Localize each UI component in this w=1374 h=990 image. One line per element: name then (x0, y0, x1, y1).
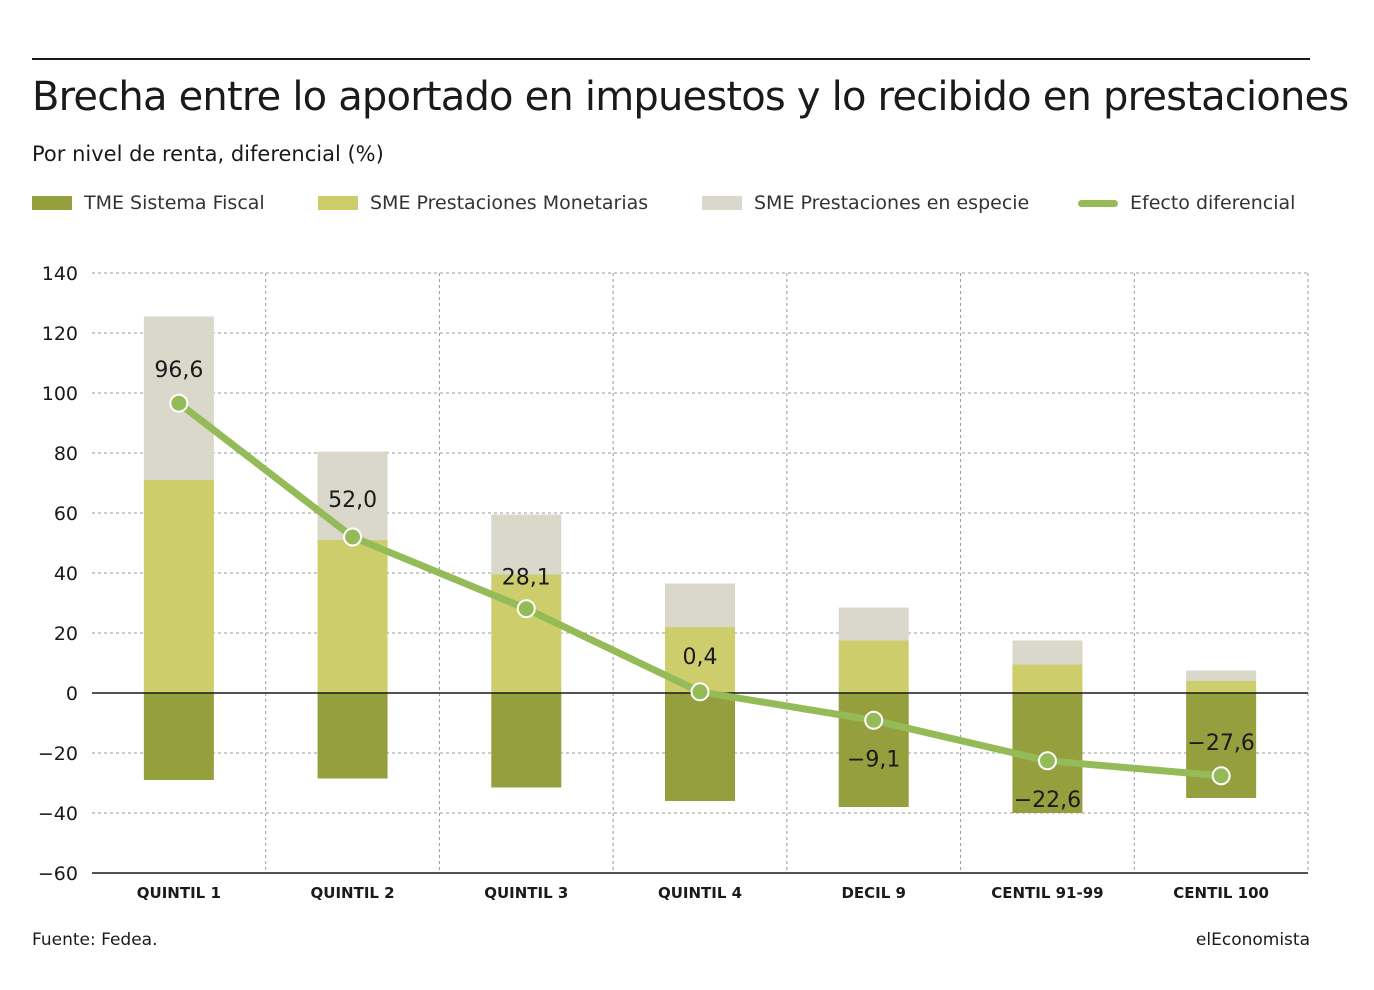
legend-label-sme-monetarias: SME Prestaciones Monetarias (370, 192, 649, 214)
data-label: 28,1 (502, 566, 551, 591)
brand-name: elEconomista (1195, 930, 1310, 950)
chart-title: Brecha entre lo aportado en impuestos y … (32, 74, 1349, 120)
legend-swatch-sme-monetarias (318, 196, 358, 210)
bar-sme-monetarias (838, 640, 909, 693)
y-tick-label: 20 (54, 623, 78, 645)
bar-sme-monetarias (317, 540, 388, 693)
data-label: −9,1 (847, 747, 900, 772)
legend-item-sme-especie: SME Prestaciones en especie (702, 188, 1029, 218)
legend-item-efecto: Efecto diferencial (1078, 188, 1295, 218)
data-label: 0,4 (683, 645, 718, 670)
legend-line-efecto (1078, 199, 1118, 207)
bar-sme-especie (1012, 640, 1083, 665)
bar-sme-monetarias (491, 574, 562, 693)
bar-tme (143, 693, 214, 780)
x-tick-label: QUINTIL 4 (658, 884, 742, 902)
bar-sme-especie (491, 514, 562, 575)
top-rule (32, 58, 1310, 60)
y-tick-label: 100 (42, 383, 78, 405)
source-note: Fuente: Fedea. (32, 930, 158, 950)
legend-item-sme-monetarias: SME Prestaciones Monetarias (318, 188, 648, 218)
y-tick-label: −40 (38, 803, 78, 825)
x-tick-label: CENTIL 91-99 (991, 884, 1103, 902)
legend: TME Sistema Fiscal SME Prestaciones Mone… (32, 188, 1312, 218)
bar-sme-especie (1186, 670, 1257, 681)
legend-label-sme-especie: SME Prestaciones en especie (754, 192, 1030, 214)
legend-swatch-tme (32, 196, 72, 210)
y-tick-label: 140 (42, 263, 78, 285)
data-label: 96,6 (154, 358, 203, 383)
line-point (1211, 766, 1231, 786)
legend-item-tme: TME Sistema Fiscal (32, 188, 265, 218)
line-point (169, 393, 189, 413)
x-tick-label: QUINTIL 2 (311, 884, 395, 902)
x-tick-label: QUINTIL 3 (484, 884, 568, 902)
x-tick-label: QUINTIL 1 (137, 884, 221, 902)
y-tick-label: −60 (38, 863, 78, 885)
data-label: −22,6 (1014, 788, 1081, 813)
x-tick-label: CENTIL 100 (1173, 884, 1269, 902)
chart-plot: 140 120 100 80 60 40 20 0 −20 −40 −60 QUINTIL 1 QUIN… (38, 263, 1309, 902)
bar-tme (665, 693, 735, 801)
data-label: −27,6 (1187, 731, 1254, 756)
line-point (690, 682, 710, 702)
bar-sme-monetarias (1012, 664, 1083, 693)
y-tick-label: 120 (42, 323, 78, 345)
y-tick-label: 80 (54, 443, 78, 465)
legend-swatch-sme-especie (702, 196, 742, 210)
bar-tme (317, 693, 388, 779)
line-point (343, 527, 363, 547)
legend-label-tme: TME Sistema Fiscal (84, 192, 265, 214)
line-point (864, 710, 884, 730)
bar-sme-especie (317, 451, 388, 540)
chart-subtitle: Por nivel de renta, diferencial (%) (32, 142, 384, 166)
line-point (516, 599, 536, 619)
bar-sme-especie (838, 607, 909, 641)
y-tick-label: 60 (54, 503, 78, 525)
data-label: 52,0 (328, 488, 377, 513)
bar-tme (491, 693, 562, 788)
bar-sme-monetarias (1186, 681, 1257, 693)
bar-sme-especie (665, 583, 735, 627)
y-tick-label: 40 (54, 563, 78, 585)
y-tick-label: 0 (66, 683, 78, 705)
x-tick-label: DECIL 9 (841, 884, 906, 902)
y-tick-label: −20 (38, 743, 78, 765)
bar-sme-monetarias (143, 480, 214, 693)
line-point (1037, 751, 1057, 771)
legend-label-efecto: Efecto diferencial (1130, 192, 1296, 214)
